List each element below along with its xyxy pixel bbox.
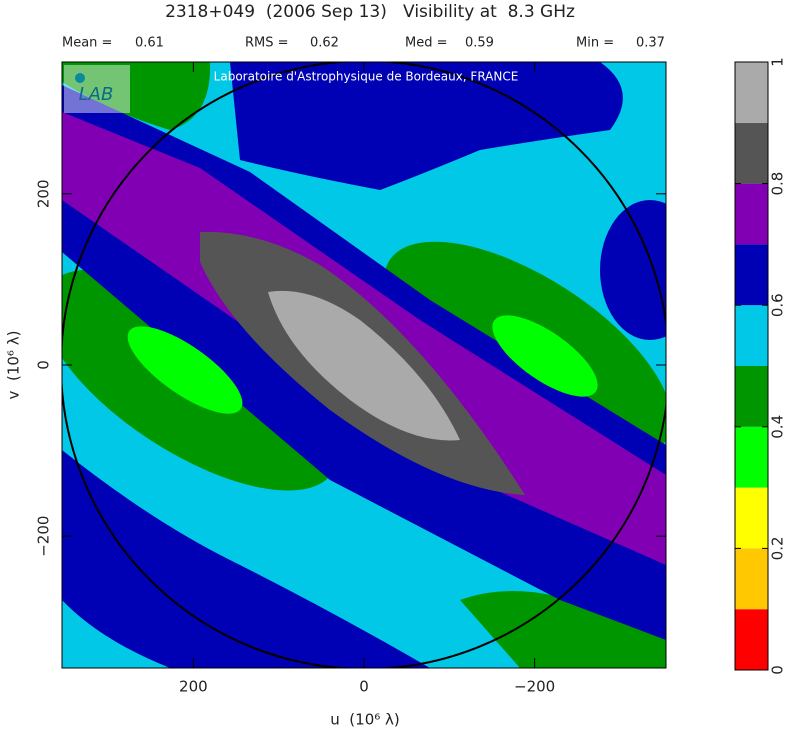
contour-region	[268, 290, 460, 441]
x-tick-label: −200	[514, 678, 555, 696]
x-axis-label: u (10⁶ λ)	[330, 711, 400, 729]
colorbar-tick-label: 0.2	[769, 536, 786, 560]
y-tick-label: −200	[35, 516, 53, 557]
colorbar-tick-label: 0.8	[769, 172, 786, 196]
colorbar-frame	[734, 61, 769, 671]
logo-dot	[75, 73, 85, 83]
colorbar-band	[735, 609, 768, 670]
stat-value: 0.62	[310, 36, 339, 51]
y-axis-label: v (10⁶ λ)	[5, 331, 23, 400]
stat-value: 0.59	[465, 36, 494, 51]
stat-label: Min =	[576, 36, 614, 51]
contour-region	[127, 326, 243, 414]
contour-region	[230, 62, 623, 190]
contour-region	[62, 450, 430, 668]
chart-title: 2318+049 (2006 Sep 13) Visibility at 8.3…	[165, 2, 575, 22]
colorbar-band	[735, 548, 768, 610]
stat-label: Mean =	[62, 36, 112, 51]
stat-value: 0.61	[135, 36, 164, 51]
contour-region	[600, 200, 666, 340]
y-tick-label: 0	[35, 360, 53, 370]
colorbar-tick-label: 1	[769, 57, 786, 67]
stat-label: RMS =	[245, 36, 289, 51]
colorbar-band	[735, 183, 768, 245]
colorbar-band	[735, 244, 768, 306]
colorbar-tick-label: 0.6	[769, 293, 786, 317]
contour-region	[460, 591, 666, 668]
x-tick-label: 200	[179, 678, 208, 696]
stat-label: Med =	[405, 36, 448, 51]
colorbar-band	[735, 366, 768, 427]
logo-box	[64, 65, 130, 113]
contour-region	[62, 62, 211, 130]
logo: LAB	[79, 84, 114, 105]
colorbar-tick-label: 0	[769, 665, 786, 675]
y-tick-label: 200	[35, 179, 53, 208]
colorbar-band	[735, 122, 768, 184]
watermark: Laboratoire d'Astrophysique de Bordeaux,…	[214, 70, 519, 84]
x-tick-label: 0	[359, 678, 369, 696]
contour-map	[62, 62, 666, 668]
colorbar-band	[735, 426, 768, 488]
stat-value: 0.37	[636, 36, 665, 51]
colorbar-band	[735, 487, 768, 549]
colorbar-band	[735, 62, 768, 123]
colorbar-tick-label: 0.4	[769, 415, 786, 439]
colorbar-band	[735, 305, 768, 366]
contour-region	[492, 315, 598, 397]
